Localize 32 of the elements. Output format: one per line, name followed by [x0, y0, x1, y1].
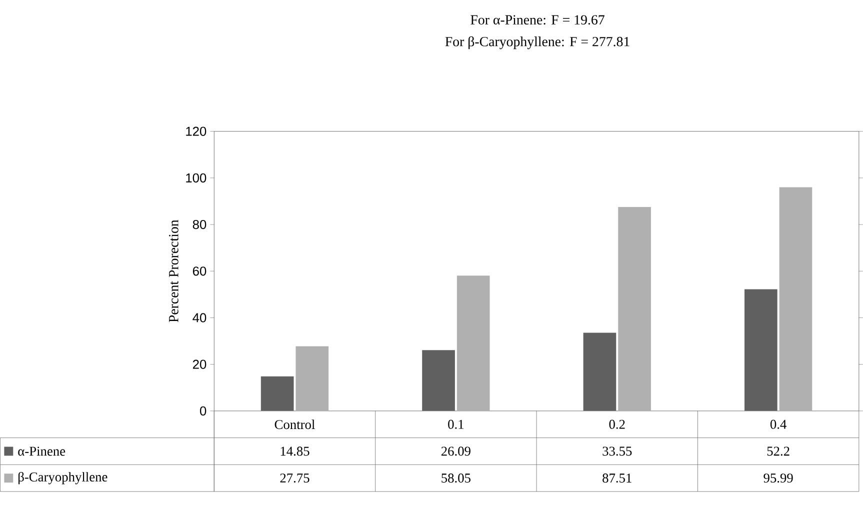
- x-tick-label: 0.4: [770, 420, 786, 429]
- x-tick-label: 0.1: [448, 420, 464, 429]
- y-tick-label: 80: [192, 220, 206, 229]
- bar: [422, 350, 455, 411]
- data-label: 58.05: [442, 473, 470, 482]
- bar: [744, 289, 778, 411]
- y-tick-label: 20: [192, 360, 206, 369]
- y-tick-label: 100: [186, 173, 206, 182]
- legend-label: β-Caryophyllene: [18, 472, 108, 484]
- x-tick-label: Control: [274, 419, 315, 429]
- y-tick-label: 0: [200, 406, 206, 416]
- y-tick-label: 120: [186, 126, 206, 136]
- legend-label: α-Pinene: [18, 446, 66, 456]
- data-label: 52.2: [767, 446, 790, 456]
- data-label: 87.51: [602, 473, 632, 482]
- bar: [456, 275, 490, 411]
- data-label: 14.85: [280, 446, 310, 456]
- chart-title: For α-Pinene: F = 19.67: [470, 15, 604, 24]
- data-label: 33.55: [602, 446, 632, 456]
- bar: [583, 332, 616, 411]
- bar: [779, 187, 812, 411]
- bar: [296, 346, 329, 411]
- data-label: 27.75: [280, 473, 310, 482]
- data-label: 95.99: [764, 473, 793, 482]
- chart-subtitle: For β-Caryophyllene: F = 277.81: [445, 36, 630, 49]
- x-tick-label: 0.2: [609, 420, 625, 429]
- bar: [618, 206, 651, 411]
- y-tick-label: 60: [192, 266, 206, 276]
- data-label: 26.09: [441, 446, 470, 456]
- y-axis-title: Percent Prorection: [169, 220, 178, 322]
- y-tick-label: 40: [192, 312, 206, 322]
- bar: [260, 376, 294, 411]
